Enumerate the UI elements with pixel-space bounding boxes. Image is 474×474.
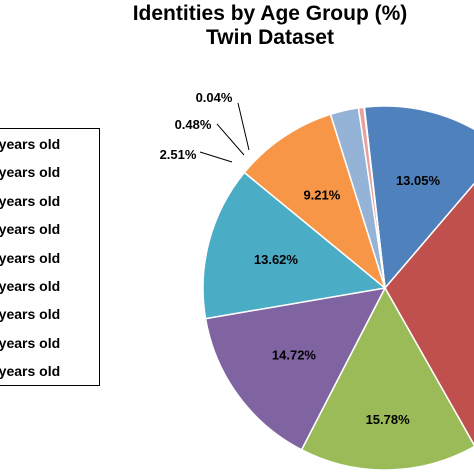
legend-item: 9 years old	[0, 303, 99, 325]
legend: 9 years old 9 years old 9 years old 9 years…	[0, 128, 100, 386]
legend-item: 9 years old	[0, 275, 99, 297]
chart-title-block: Identities by Age Group (%) Twin Dataset	[60, 2, 474, 50]
slice-label: 13.62%	[254, 252, 299, 267]
legend-item: 9 years old	[0, 218, 99, 240]
slice-label: 9.21%	[303, 187, 340, 202]
legend-label: 9 years old	[0, 249, 61, 266]
legend-item: 9 years old	[0, 133, 99, 155]
legend-label: 9 years old	[0, 192, 61, 209]
slice-label: 14.72%	[272, 348, 317, 363]
slice-label: 2.51%	[160, 147, 197, 162]
legend-label: 9 years old	[0, 221, 61, 238]
legend-item: 9 years old	[0, 332, 99, 354]
pie-slice	[204, 287, 387, 451]
slice-label: 13.05%	[396, 173, 441, 188]
leader-line	[216, 123, 245, 156]
legend-label: 9 years old	[0, 306, 61, 323]
legend-label: 9 years old	[0, 278, 61, 294]
pie-slice	[363, 106, 386, 289]
slice-label: 0.48%	[175, 117, 212, 132]
chart-subtitle: Twin Dataset	[206, 26, 334, 49]
legend-label: 9 years old	[0, 164, 61, 181]
legend-item: 9 years old	[0, 161, 99, 183]
pie-slice	[243, 113, 387, 291]
pie-slice	[300, 286, 474, 471]
pie-slice	[384, 182, 474, 447]
legend-item: 9 years old	[0, 247, 99, 269]
slice-label: 15.78%	[366, 412, 411, 427]
legend-label: 9 years old	[0, 334, 61, 351]
chart-title: Identities by Age Group (%)	[132, 2, 408, 25]
legend-label: 9 years old	[0, 136, 61, 152]
pie-slice	[202, 171, 387, 320]
pie-slice	[363, 105, 474, 290]
leader-line	[199, 151, 233, 163]
legend-item: 9 years old	[0, 360, 99, 382]
legend-item: 9 years old	[0, 190, 99, 212]
legend-label: 9 years old	[0, 363, 61, 380]
slice-label: 0.04%	[196, 90, 233, 105]
leader-line	[237, 102, 250, 151]
